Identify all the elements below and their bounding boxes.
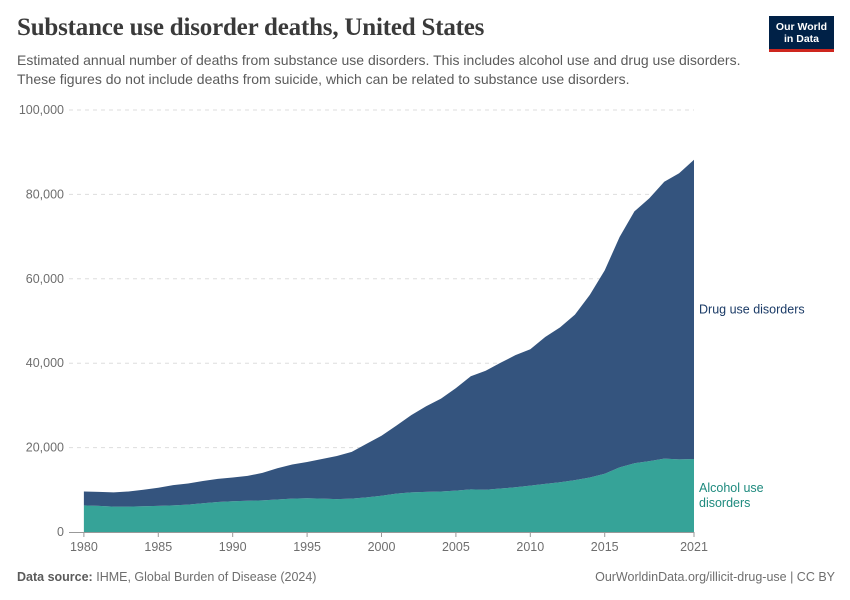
- stacked-area-chart: 0 20,000 40,000 60,000 80,000 100,000 1980 1985…: [19, 103, 805, 554]
- owid-logo[interactable]: Our World in Data: [769, 16, 834, 52]
- x-tick-label: 2010: [516, 540, 544, 554]
- area-drug-use-disorders: [83, 159, 694, 507]
- x-tick-label: 2021: [680, 540, 708, 554]
- y-tick-label: 100,000: [19, 103, 64, 117]
- area-alcohol-use-disorders: [83, 458, 694, 532]
- y-tick-label: 20,000: [26, 441, 64, 455]
- series-label-alcohol-use-disorders: disorders: [699, 496, 750, 510]
- data-source: Data source: IHME, Global Burden of Dise…: [17, 570, 316, 584]
- logo-line-1: Our World: [775, 21, 828, 33]
- series-label-alcohol-use-disorders: Alcohol use: [699, 481, 764, 495]
- y-tick-label: 0: [57, 525, 64, 539]
- x-tick-label: 2000: [368, 540, 396, 554]
- logo-line-2: in Data: [783, 33, 819, 45]
- area-series-layer: [83, 159, 694, 532]
- axes: 0 20,000 40,000 60,000 80,000 100,000 1980 1985…: [19, 103, 708, 554]
- y-tick-label: 80,000: [26, 187, 64, 201]
- x-tick-label: 2005: [442, 540, 470, 554]
- chart-title: Substance use disorder deaths, United St…: [17, 14, 485, 41]
- data-source-text: IHME, Global Burden of Disease (2024): [96, 570, 317, 584]
- x-tick-label: 1985: [144, 540, 172, 554]
- series-label-drug-use-disorders: Drug use disorders: [699, 302, 805, 316]
- source-link[interactable]: OurWorldinData.org/illicit-drug-use | CC…: [595, 570, 835, 584]
- data-source-label: Data source:: [17, 570, 93, 584]
- x-tick-label: 1995: [293, 540, 321, 554]
- x-tick-label: 1980: [70, 540, 98, 554]
- x-tick-label: 1990: [219, 540, 247, 554]
- y-tick-label: 40,000: [26, 356, 64, 370]
- x-tick-label: 2015: [591, 540, 619, 554]
- chart-subtitle: Estimated annual number of deaths from s…: [17, 52, 741, 87]
- y-tick-label: 60,000: [26, 272, 64, 286]
